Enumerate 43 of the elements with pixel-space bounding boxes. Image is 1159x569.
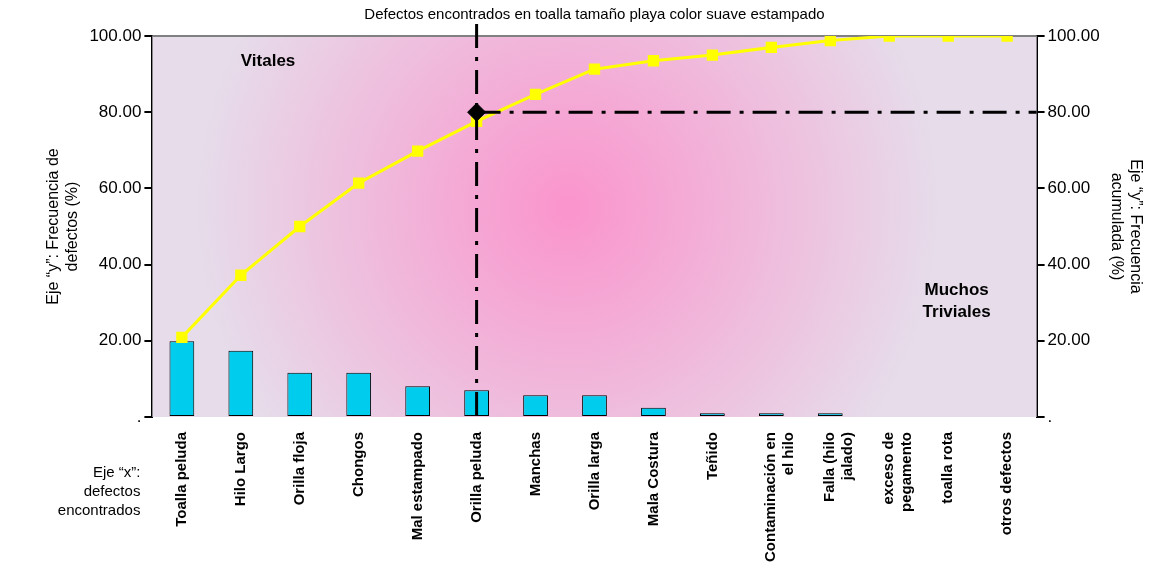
x-tick-label: otros defectos	[997, 431, 1015, 536]
y2-tick-label: 80.00	[1047, 101, 1091, 121]
annotation: Vitales	[240, 51, 296, 70]
chart-title: Defectos encontrados en toalla tamaño playa color suave estampado	[364, 5, 825, 23]
x-tick-label: Mal estampado	[407, 431, 425, 541]
point	[176, 331, 188, 344]
point	[353, 177, 365, 189]
y-axis-title: Eje “y”: Frecuencia de defectos (%)	[44, 148, 81, 305]
point	[765, 41, 777, 54]
y-tick-label: 80.00	[98, 101, 142, 121]
x-axis-title: Eje “x”: defectos encontrados	[57, 462, 141, 518]
x-tick-label: Mala Costura	[643, 431, 661, 527]
x-tick-label: Hilo Largo	[230, 431, 248, 507]
y-tick-label: 20.00	[98, 330, 142, 350]
x-tick-label: Orilla floja	[289, 431, 307, 506]
y-tick-label: .	[136, 406, 142, 426]
y-tick-label: 60.00	[98, 178, 142, 198]
x-tick-label: Chongos	[348, 431, 366, 497]
x-tick-label: Teñido	[702, 431, 720, 481]
y2-tick-label: 40.00	[1047, 254, 1091, 274]
point	[529, 88, 542, 100]
x-tick-label: Manchas	[525, 431, 543, 497]
point	[706, 49, 719, 61]
point	[647, 55, 660, 67]
point	[588, 63, 601, 75]
x-tick-label: Toalla peluda	[172, 431, 190, 527]
point	[235, 269, 247, 281]
y-tick-label: 40.00	[98, 254, 142, 274]
x-tick-label: toalla rota	[938, 431, 956, 504]
x-tick-label: Falla (hilo jalado)	[820, 431, 856, 502]
x-tick-label: Orilla peluda	[466, 431, 484, 523]
x-tick-label: Contaminación en el hilo	[761, 431, 797, 562]
point	[294, 220, 306, 233]
y2-tick-label: 20.00	[1047, 330, 1091, 350]
y-tick-label: 100.00	[89, 25, 142, 45]
x-tick-label: Orilla larga	[584, 431, 602, 511]
y2-tick-label: .	[1047, 406, 1053, 426]
point	[824, 36, 836, 47]
y2-tick-label: 60.00	[1047, 178, 1091, 198]
y2-axis-title: Eje “y”: Frecuencia acumulada (%)	[1108, 159, 1145, 294]
point	[412, 145, 424, 157]
y2-tick-label: 100.00	[1047, 25, 1100, 45]
annotation: Muchos Triviales	[922, 280, 991, 322]
